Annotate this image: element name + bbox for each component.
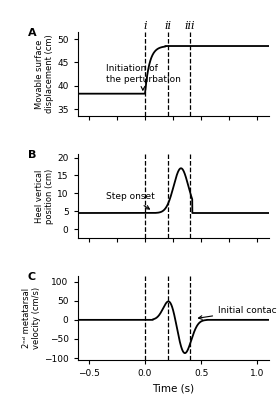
Text: iii: iii <box>185 20 195 30</box>
Text: Initial contact: Initial contact <box>198 306 277 319</box>
Y-axis label: 2ⁿᵈ metatarsal
velocity (cm/s): 2ⁿᵈ metatarsal velocity (cm/s) <box>22 287 41 349</box>
Text: Initiation of
the perturbation: Initiation of the perturbation <box>106 64 181 90</box>
Text: B: B <box>28 150 36 160</box>
Y-axis label: Movable surface
displacement (cm): Movable surface displacement (cm) <box>35 35 54 114</box>
Text: Step onset: Step onset <box>106 192 154 209</box>
Text: ii: ii <box>164 20 171 30</box>
Text: i: i <box>143 20 147 30</box>
Y-axis label: Heel vertical
position (cm): Heel vertical position (cm) <box>35 168 54 224</box>
Text: C: C <box>28 272 36 282</box>
X-axis label: Time (s): Time (s) <box>152 384 194 394</box>
Text: A: A <box>28 28 37 38</box>
